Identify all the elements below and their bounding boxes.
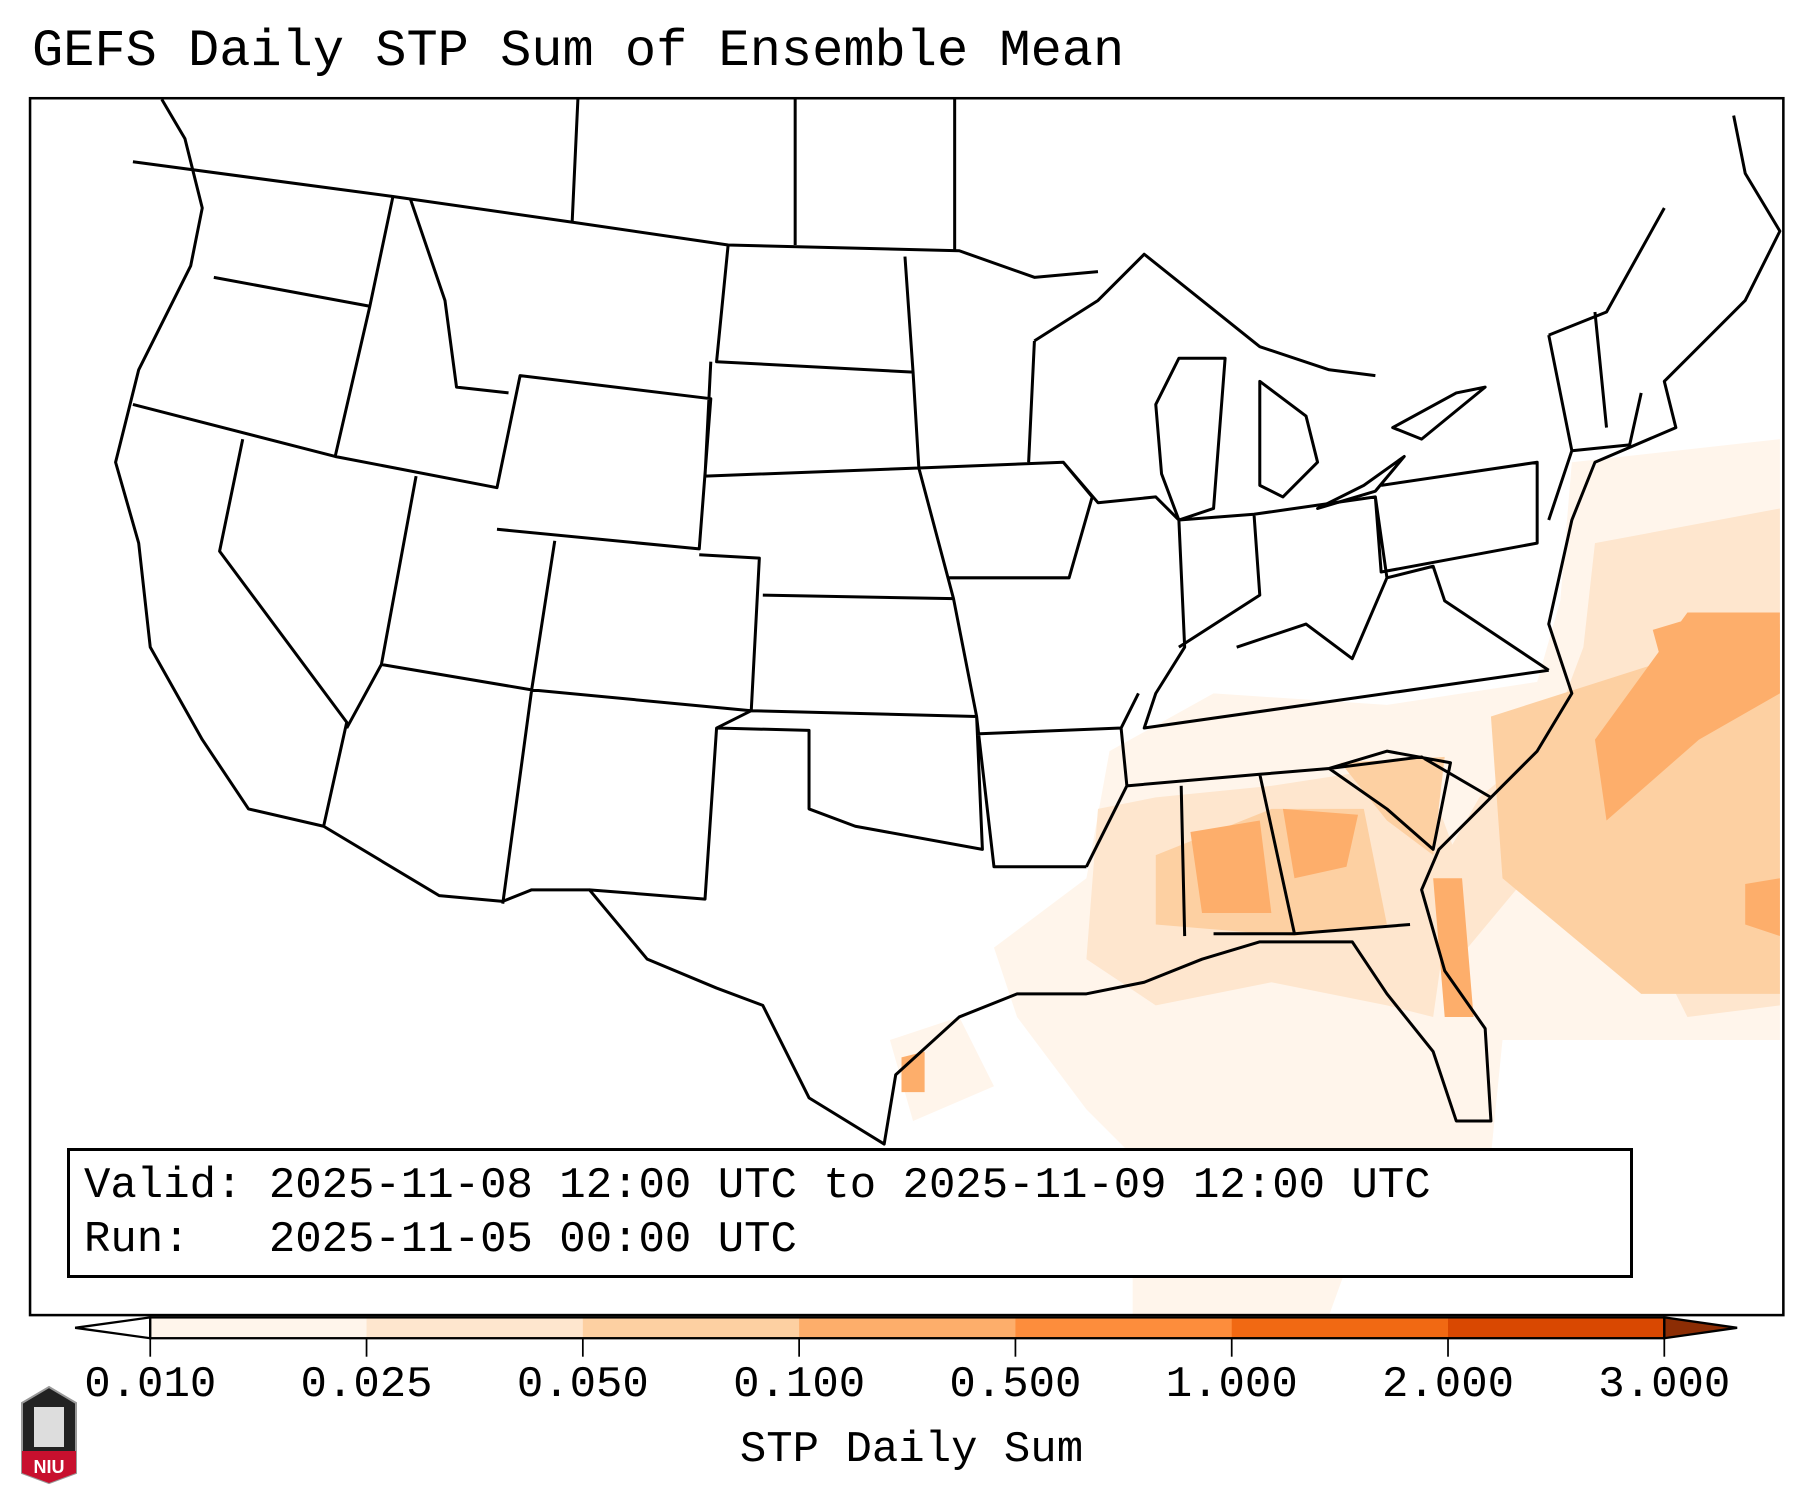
colorbar-tick-label: 1.000 [1165,1360,1298,1410]
run-value: 2025-11-05 00:00 UTC [268,1215,797,1265]
stp-shaded-area [1190,612,1780,1017]
colorbar-label: STP Daily Sum [739,1425,1084,1475]
colorbar-tick-label: 0.010 [84,1360,217,1410]
colorbar-segment [1231,1317,1449,1339]
map-title: GEFS Daily STP Sum of Ensemble Mean [32,22,1125,81]
colorbar-tick-label: 3.000 [1598,1360,1731,1410]
colorbar-tick-label: 0.050 [516,1360,649,1410]
niu-logo: NIU [21,1385,77,1485]
colorbar-segment [582,1317,800,1339]
colorbar-under-arrow [74,1316,152,1340]
colorbar-segment [1015,1317,1233,1339]
colorbar-segment [150,1317,368,1339]
colorbar-tick-label: 0.025 [300,1360,433,1410]
svg-text:NIU: NIU [34,1457,65,1477]
map-frame [28,96,1785,1317]
stp-shaded-area [889,1016,994,1121]
stp-shaded-area [1340,756,1445,856]
state-lines [132,99,1643,937]
colorbar-segment [366,1317,584,1339]
stp-shaded-area [901,1051,925,1093]
canada-border [132,160,1666,337]
great-lakes [1033,252,1487,522]
state-borders [114,98,1782,1146]
valid-label: Valid: [84,1161,243,1211]
stp-shading [889,439,1780,1316]
colorbar-over-arrow [1663,1316,1738,1340]
colorbar-segment [799,1317,1017,1339]
us-outline [114,98,1782,1146]
colorbar-tick-label: 2.000 [1381,1360,1515,1410]
colorbar-tick-label: 0.100 [733,1360,866,1410]
valid-value: 2025-11-08 12:00 UTC to 2025-11-09 12:00… [268,1161,1431,1211]
colorbar [74,1316,1738,1357]
colorbar-tick-label: 0.500 [949,1360,1082,1410]
valid-run-info-box: Valid: 2025-11-08 12:00 UTC to 2025-11-0… [67,1148,1633,1278]
run-label: Run: [84,1215,243,1265]
colorbar-outline [149,1316,1666,1340]
colorbar-segment [1448,1317,1665,1339]
